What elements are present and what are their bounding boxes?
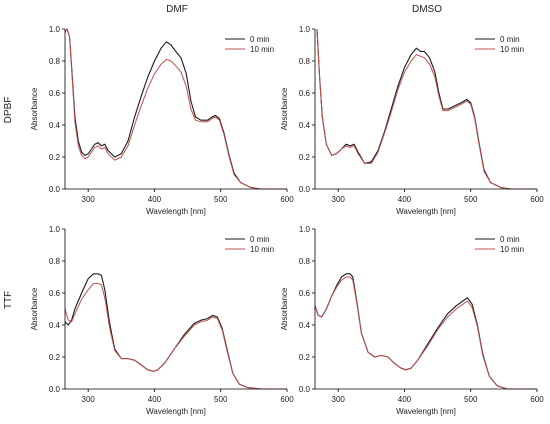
x-tick-label: 400 (398, 395, 412, 404)
chart-panel: 300 400 500 600 0.0 0.2 0.4 0.6 0.8 1.0 Wavelength… (280, 225, 544, 416)
y-tick-label: 0.6 (299, 89, 311, 98)
x-tick-label: 500 (214, 195, 228, 204)
x-tick-label: 300 (332, 395, 346, 404)
y-tick-label: 0.8 (49, 257, 61, 266)
row-title-ttf: TTF (3, 291, 14, 309)
y-tick-label: 0.4 (299, 121, 311, 130)
x-tick-label: 600 (280, 395, 294, 404)
series-line (314, 276, 537, 390)
x-axis-label: Wavelength [nm] (146, 407, 206, 416)
legend-label: 10 min (500, 245, 524, 254)
row-title-dpbf: DPBF (3, 97, 14, 124)
y-tick-label: 0.4 (49, 121, 61, 130)
series-group (316, 28, 537, 190)
y-tick-label: 0.0 (299, 385, 311, 394)
x-tick-label: 500 (464, 395, 478, 404)
chart-panel: 300 400 500 600 0.0 0.2 0.4 0.6 0.8 1.0 Wavelength… (30, 25, 294, 216)
y-axis-label: Absorbance (30, 287, 39, 330)
legend-label: 0 min (500, 35, 520, 44)
x-tick-label: 300 (82, 195, 96, 204)
y-tick-label: 0.4 (299, 321, 311, 330)
legend-label: 10 min (500, 45, 524, 54)
x-tick-label: 600 (280, 195, 294, 204)
chart-panel: 300 400 500 600 0.0 0.2 0.4 0.6 0.8 1.0 Wavelength… (280, 25, 544, 216)
series-line (314, 273, 537, 390)
y-tick-label: 0.6 (49, 289, 61, 298)
x-tick-label: 500 (464, 195, 478, 204)
series-group (64, 273, 287, 390)
x-axis-label: Wavelength [nm] (396, 407, 456, 416)
x-axis-label: Wavelength [nm] (146, 207, 206, 216)
y-tick-label: 0.2 (49, 353, 61, 362)
y-tick-label: 0.8 (299, 57, 311, 66)
y-tick-label: 1.0 (299, 225, 311, 234)
series-line (64, 273, 287, 390)
y-tick-label: 0.0 (49, 185, 61, 194)
series-line (64, 28, 287, 190)
x-tick-label: 400 (148, 395, 162, 404)
y-tick-label: 0.2 (299, 153, 311, 162)
legend-label: 0 min (250, 235, 270, 244)
column-title-dmf: DMF (166, 4, 188, 15)
x-tick-label: 600 (530, 195, 544, 204)
y-axis-label: Absorbance (30, 87, 39, 130)
series-line (64, 282, 287, 390)
y-tick-label: 1.0 (299, 25, 311, 34)
legend-label: 10 min (250, 45, 274, 54)
y-axis-label: Absorbance (280, 287, 289, 330)
x-tick-label: 400 (148, 195, 162, 204)
y-tick-label: 0.2 (49, 153, 61, 162)
legend-label: 0 min (250, 35, 270, 44)
y-tick-label: 0.6 (299, 289, 311, 298)
x-tick-label: 400 (398, 195, 412, 204)
y-tick-label: 1.0 (49, 25, 61, 34)
y-axis-label: Absorbance (280, 87, 289, 130)
y-tick-label: 0.0 (299, 185, 311, 194)
series-group (314, 273, 537, 390)
chart-panel: 300 400 500 600 0.0 0.2 0.4 0.6 0.8 1.0 Wavelength… (30, 225, 294, 416)
y-tick-label: 0.8 (49, 57, 61, 66)
series-line (316, 28, 537, 190)
y-tick-label: 0.4 (49, 321, 61, 330)
y-tick-label: 1.0 (49, 225, 61, 234)
y-tick-label: 0.6 (49, 89, 61, 98)
x-tick-label: 300 (82, 395, 96, 404)
chart-panels: 300 400 500 600 0.0 0.2 0.4 0.6 0.8 1.0 Wavelength… (30, 25, 544, 416)
x-axis-label: Wavelength [nm] (396, 207, 456, 216)
y-tick-label: 0.8 (299, 257, 311, 266)
x-tick-label: 500 (214, 395, 228, 404)
legend-label: 10 min (250, 245, 274, 254)
legend-label: 0 min (500, 235, 520, 244)
y-tick-label: 0.0 (49, 385, 61, 394)
x-tick-label: 300 (332, 195, 346, 204)
y-tick-label: 0.2 (299, 353, 311, 362)
column-title-dmso: DMSO (412, 4, 442, 15)
x-tick-label: 600 (530, 395, 544, 404)
series-group (64, 28, 287, 190)
